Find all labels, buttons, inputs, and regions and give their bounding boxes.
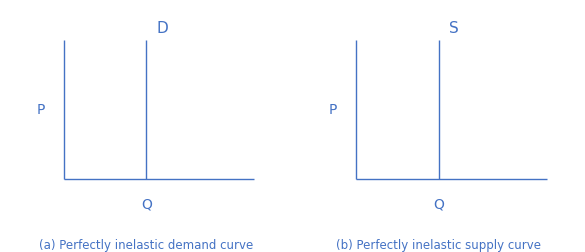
Text: S: S xyxy=(449,21,459,36)
Text: Q: Q xyxy=(141,198,152,212)
Text: Q: Q xyxy=(433,198,444,212)
Text: P: P xyxy=(329,103,338,117)
Text: (a) Perfectly inelastic demand curve: (a) Perfectly inelastic demand curve xyxy=(39,239,253,252)
Text: P: P xyxy=(36,103,45,117)
Text: D: D xyxy=(157,21,168,36)
Text: (b) Perfectly inelastic supply curve: (b) Perfectly inelastic supply curve xyxy=(336,239,541,252)
